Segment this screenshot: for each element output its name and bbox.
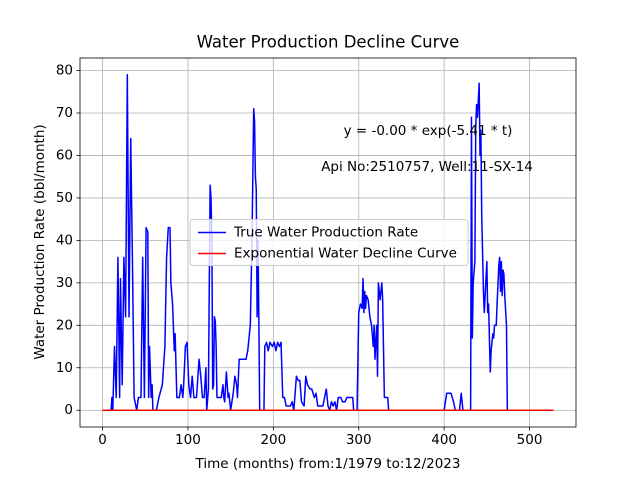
legend-box: [189, 219, 469, 266]
x-tick-label: 500: [517, 432, 543, 448]
x-tick-label: 400: [431, 432, 457, 448]
x-tick-label: 200: [260, 432, 286, 448]
plot-frame: [79, 57, 577, 428]
y-tick-label: 70: [56, 105, 73, 121]
y-tick-label: 20: [56, 317, 73, 333]
y-tick-label: 0: [64, 402, 73, 418]
annotation: Api No:2510757, Well:11-SX-14: [321, 159, 533, 175]
legend-label: Exponential Water Decline Curve: [234, 246, 457, 262]
data-line: [102, 74, 554, 411]
chart-title: Water Production Decline Curve: [197, 33, 460, 52]
y-tick-label: 10: [56, 360, 73, 376]
legend: True Water Production Rate Exponential Wa…: [189, 219, 469, 266]
x-tick-label: 300: [346, 432, 372, 448]
annotation: y = -0.00 * exp(-5.41 * t): [344, 123, 513, 139]
x-tick-label: 0: [98, 432, 107, 448]
y-tick-label: 80: [56, 63, 73, 79]
x-axis-label: Time (months) from:1/1979 to:12/2023: [195, 456, 461, 472]
y-tick-label: 50: [56, 190, 73, 206]
y-tick-label: 60: [56, 147, 73, 163]
y-axis-label: Water Production Rate (bbl/month): [32, 124, 48, 359]
y-tick-label: 40: [56, 232, 73, 248]
y-tick-label: 30: [56, 275, 73, 291]
legend-label: True Water Production Rate: [233, 225, 418, 241]
x-tick-label: 100: [175, 432, 201, 448]
